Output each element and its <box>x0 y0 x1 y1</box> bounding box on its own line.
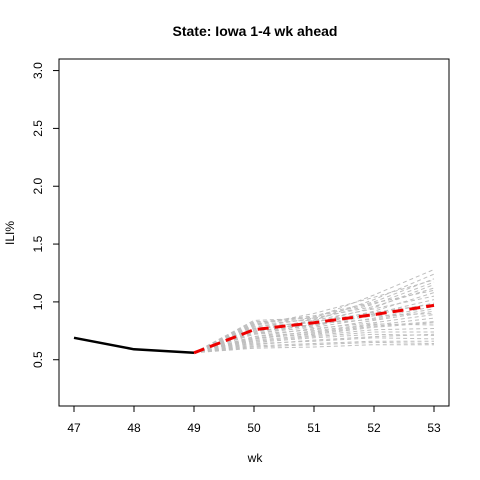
x-axis-label: wk <box>247 451 264 465</box>
chart-title: State: Iowa 1-4 wk ahead <box>173 23 338 39</box>
y-tick-label-3.0: 3.0 <box>31 62 45 79</box>
x-axis: 47 48 49 50 51 52 53 <box>67 406 441 435</box>
y-axis: 0.5 1.0 1.5 2.0 2.5 3.0 <box>31 62 59 368</box>
y-tick-label-1.5: 1.5 <box>31 235 45 252</box>
x-tick-label-51: 51 <box>307 421 321 435</box>
x-tick-label-52: 52 <box>367 421 381 435</box>
x-tick-label-48: 48 <box>127 421 141 435</box>
series-layer <box>74 305 434 352</box>
x-tick-label-50: 50 <box>247 421 261 435</box>
x-tick-label-49: 49 <box>187 421 201 435</box>
x-tick-label-53: 53 <box>427 421 441 435</box>
series-observed <box>74 338 194 353</box>
plot-frame <box>59 59 449 406</box>
y-axis-label: ILI% <box>3 221 17 245</box>
x-tick-label-47: 47 <box>67 421 81 435</box>
y-tick-label-2.0: 2.0 <box>31 178 45 195</box>
y-tick-label-2.5: 2.5 <box>31 120 45 137</box>
y-tick-label-0.5: 0.5 <box>31 351 45 368</box>
y-tick-label-1.0: 1.0 <box>31 293 45 310</box>
